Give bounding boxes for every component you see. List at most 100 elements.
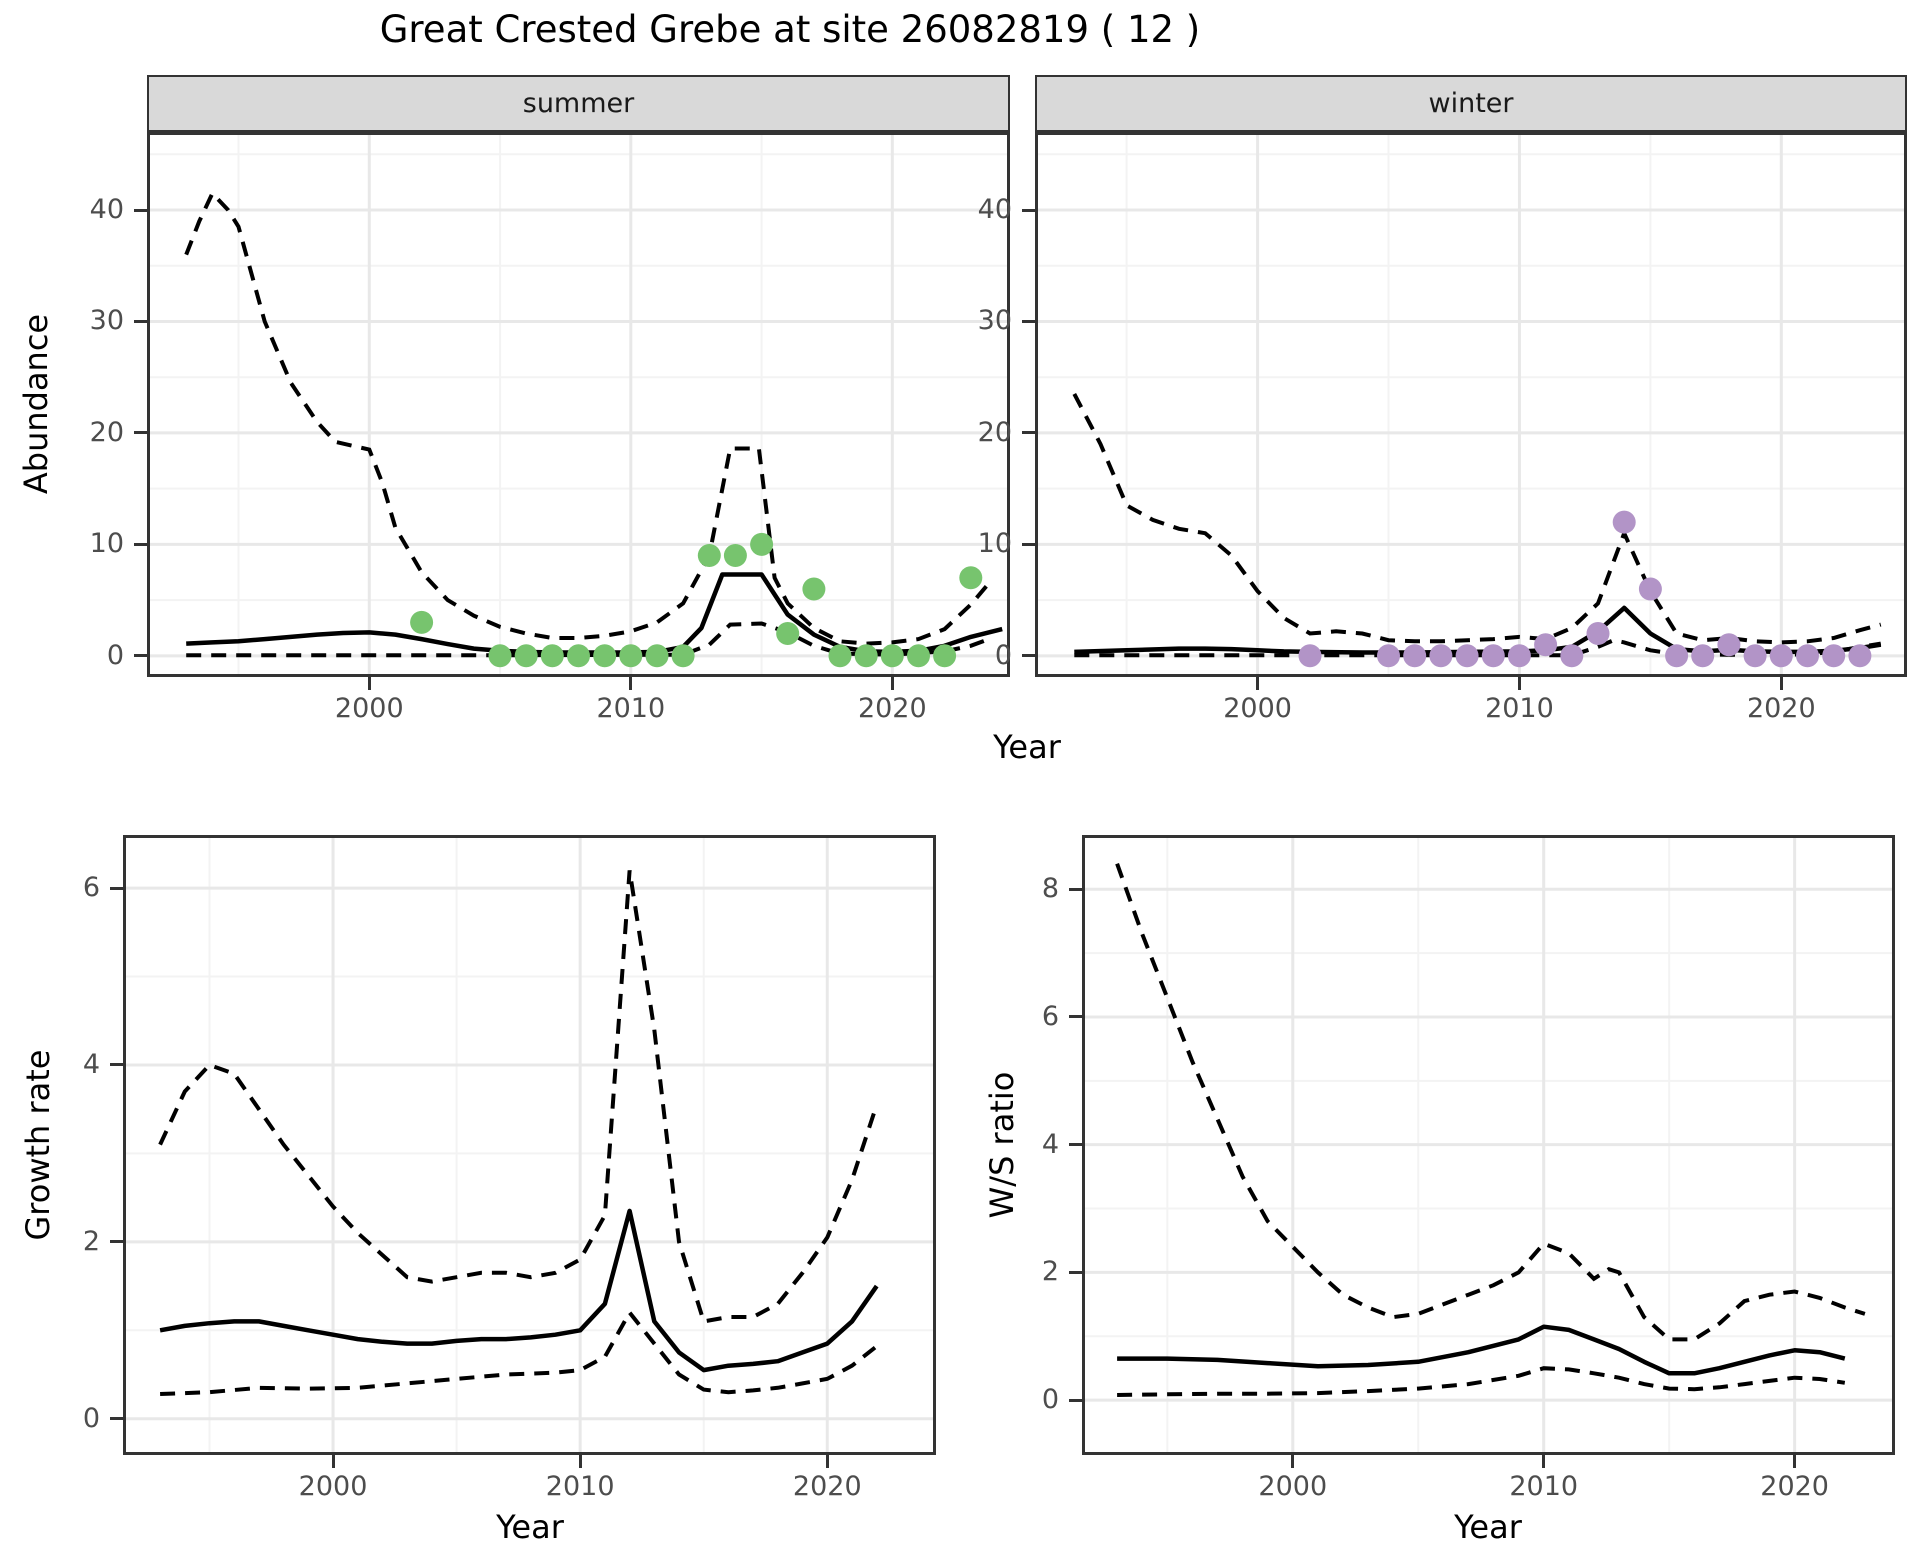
axis-tick-mark: [134, 431, 147, 435]
axis-tick-mark: [1069, 1270, 1082, 1274]
axis-tick-label: 2010: [545, 1471, 615, 1502]
axis-tick-label: 10: [977, 528, 1012, 560]
axis-tick-label: 2020: [792, 1471, 862, 1502]
facet-strip-label: winter: [1428, 88, 1514, 119]
x-axis-title-year-growth: Year: [496, 1508, 564, 1546]
data-point: [1481, 644, 1505, 668]
data-point: [880, 644, 904, 668]
data-point: [619, 644, 643, 668]
axis-tick-mark: [1022, 431, 1035, 435]
data-point: [1665, 644, 1689, 668]
axis-tick-mark: [1022, 542, 1035, 546]
data-point: [854, 644, 878, 668]
observation-points: [410, 532, 983, 668]
axis-tick-label: 0: [994, 639, 1012, 671]
axis-tick-label: 2020: [1760, 1471, 1829, 1502]
axis-tick-label: 10: [89, 528, 124, 560]
data-point: [1429, 644, 1453, 668]
chart-panel-ws-ratio: [1082, 835, 1895, 1455]
data-point: [1848, 644, 1872, 668]
panel-border: [147, 132, 1010, 677]
data-point: [1586, 622, 1610, 645]
data-point: [723, 544, 747, 567]
chart-panel-abundance-summer: [147, 132, 1010, 677]
mean-line: [1117, 1324, 1846, 1376]
data-point: [645, 644, 669, 668]
axis-tick-mark: [1069, 1143, 1082, 1147]
data-point: [488, 644, 512, 668]
data-point: [410, 610, 434, 634]
axis-tick-label: 4: [1041, 1128, 1059, 1160]
axis-tick-label: 20: [977, 416, 1012, 448]
data-point: [1743, 644, 1767, 668]
chart-panel-growth-rate: [123, 835, 936, 1455]
axis-tick-mark: [1069, 887, 1082, 891]
data-point: [593, 644, 617, 668]
axis-tick-mark: [1022, 319, 1035, 323]
facet-strip-summer: summer: [147, 75, 1010, 132]
chart-title: Great Crested Grebe at site 26082819 ( 1…: [379, 8, 1201, 51]
data-point: [697, 544, 721, 567]
axis-tick-label: 2010: [1509, 1471, 1579, 1502]
gridlines-major: [123, 835, 936, 1455]
axis-tick-mark: [1022, 654, 1035, 658]
upper-ci-line: [1072, 392, 1882, 645]
panel-border: [123, 835, 936, 1455]
axis-tick-label: 40: [977, 194, 1012, 226]
upper-ci-line: [1115, 863, 1866, 1342]
panel-border: [1082, 835, 1895, 1455]
axis-tick-label: 6: [82, 872, 100, 904]
axis-tick-label: 4: [82, 1048, 100, 1080]
axis-tick-mark: [1291, 1455, 1295, 1468]
data-point: [1769, 644, 1793, 668]
data-point: [802, 577, 826, 601]
data-point: [1298, 644, 1322, 668]
data-point: [1796, 644, 1819, 668]
axis-tick-label: 40: [89, 194, 124, 226]
axis-tick-label: 30: [977, 305, 1012, 337]
axis-tick-label: 0: [1041, 1384, 1059, 1416]
mean-line: [159, 1208, 879, 1373]
data-point: [1560, 644, 1584, 668]
axis-tick-mark: [629, 677, 633, 690]
data-point: [1717, 633, 1741, 657]
axis-tick-label: 2000: [334, 693, 404, 724]
panel-border: [1035, 132, 1907, 677]
data-point: [907, 644, 930, 668]
axis-tick-mark: [110, 886, 123, 890]
data-point: [1455, 644, 1479, 668]
data-point: [750, 532, 774, 556]
data-point: [1822, 644, 1846, 668]
axis-tick-mark: [1256, 677, 1260, 690]
x-axis-title-year-ws: Year: [1454, 1508, 1522, 1546]
axis-tick-mark: [367, 677, 371, 690]
facet-strip-winter: winter: [1035, 75, 1907, 132]
upper-ci-line: [184, 189, 994, 646]
axis-tick-label: 2: [1041, 1256, 1059, 1288]
data-point: [1403, 644, 1427, 668]
data-point: [540, 644, 564, 668]
axis-tick-label: 2000: [1258, 1471, 1328, 1502]
axis-tick-mark: [110, 1063, 123, 1067]
axis-tick-mark: [825, 1455, 829, 1468]
data-point: [514, 644, 538, 668]
axis-tick-label: 2010: [1485, 693, 1554, 724]
data-point: [567, 644, 590, 668]
axis-tick-label: 2020: [857, 693, 927, 724]
axis-tick-mark: [1779, 677, 1783, 690]
axis-tick-label: 30: [89, 305, 124, 337]
axis-tick-mark: [890, 677, 894, 690]
axis-tick-mark: [1069, 1015, 1082, 1019]
axis-tick-mark: [331, 1455, 335, 1468]
facet-strip-label: summer: [522, 88, 635, 119]
axis-tick-label: 0: [82, 1402, 100, 1434]
axis-tick-label: 2010: [596, 693, 666, 724]
data-point: [1507, 644, 1531, 668]
axis-tick-label: 20: [89, 416, 124, 448]
axis-tick-label: 8: [1041, 873, 1059, 905]
axis-tick-mark: [1517, 677, 1521, 690]
data-point: [1377, 644, 1400, 668]
data-point: [671, 644, 695, 668]
gridlines-major: [1082, 835, 1895, 1455]
